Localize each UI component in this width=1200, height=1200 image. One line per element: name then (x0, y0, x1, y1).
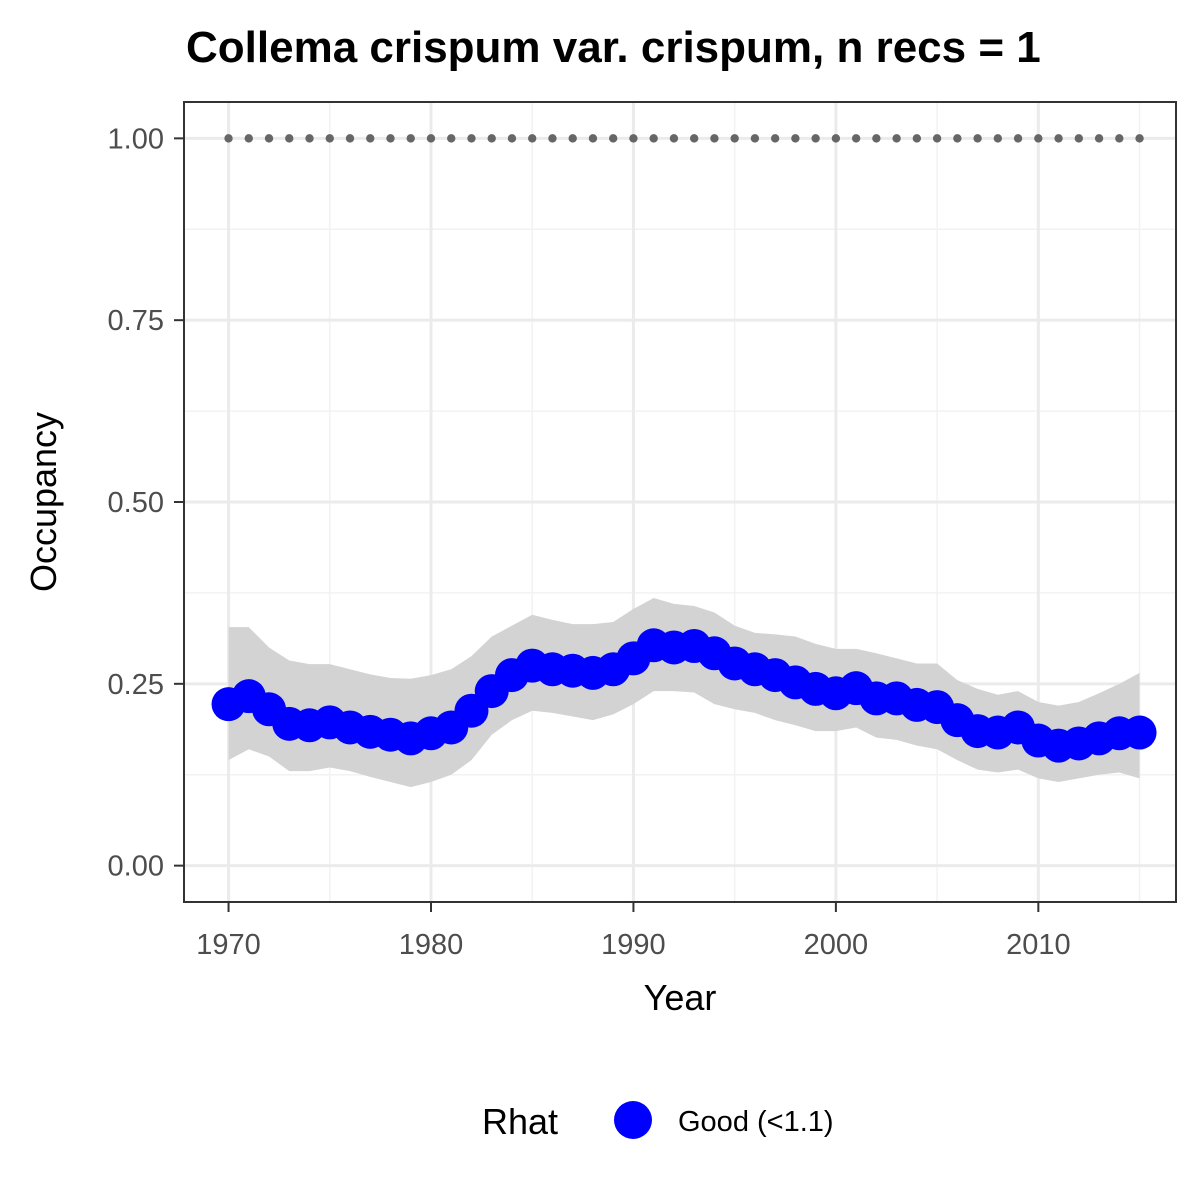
reference-point (1094, 134, 1104, 143)
reference-point (366, 134, 375, 143)
y-tick-label: 1.00 (108, 123, 164, 155)
reference-point (447, 134, 456, 143)
reference-point (426, 134, 436, 143)
legend-title: Rhat (482, 1101, 558, 1142)
reference-point (224, 134, 233, 143)
reference-point (953, 134, 962, 143)
reference-point (892, 134, 901, 143)
reference-point (305, 134, 314, 143)
reference-point (710, 134, 719, 143)
x-tick-label: 1980 (399, 929, 464, 961)
reference-point (872, 134, 881, 143)
reference-point (1034, 134, 1043, 143)
reference-point (770, 134, 780, 143)
reference-point (264, 134, 274, 143)
reference-point (548, 134, 557, 143)
reference-point (1074, 134, 1084, 143)
y-tick-label: 0.75 (108, 305, 164, 337)
x-tick-label: 2010 (1006, 929, 1071, 961)
reference-point (406, 134, 415, 143)
plot-panel: 0.00 0.25 0.50 0.75 1.00 1970 1980 1990 2000 2010 (108, 101, 1177, 961)
reference-point (730, 134, 739, 143)
reference-point (629, 134, 638, 143)
x-tick-label: 1970 (196, 929, 261, 961)
reference-point (649, 134, 658, 143)
reference-point (1054, 134, 1063, 143)
reference-point (932, 134, 942, 143)
reference-point (993, 134, 1003, 143)
reference-point (851, 134, 861, 143)
reference-point (568, 134, 577, 143)
y-tick-label: 0.25 (108, 669, 164, 701)
reference-point (1135, 134, 1144, 143)
reference-point (750, 134, 760, 143)
x-tick-label: 2000 (804, 929, 869, 961)
reference-point (669, 134, 679, 143)
reference-point (285, 134, 294, 143)
reference-point (507, 134, 517, 143)
reference-point (345, 134, 355, 143)
reference-point (528, 134, 537, 143)
x-axis-title: Year (644, 977, 717, 1018)
reference-point (244, 134, 253, 143)
reference-point (608, 134, 618, 143)
y-axis-title: Occupancy (23, 412, 64, 592)
legend-label-good: Good (<1.1) (678, 1106, 834, 1138)
reference-point (467, 134, 476, 143)
y-tick-label: 0.00 (108, 851, 164, 883)
x-tick-label: 1990 (601, 929, 666, 961)
y-tick-label: 0.50 (108, 487, 164, 519)
reference-point (912, 134, 922, 143)
reference-point (973, 134, 982, 143)
legend-key-good (614, 1101, 652, 1139)
chart-title: Collema crispum var. crispum, n recs = 1 (186, 23, 1041, 72)
reference-point (325, 134, 334, 143)
reference-point (1013, 134, 1023, 143)
reference-point (386, 134, 395, 143)
reference-point (1115, 134, 1124, 143)
reference-point (689, 134, 699, 143)
reference-point (588, 134, 598, 143)
data-point (1122, 715, 1157, 750)
legend: Rhat Good (<1.1) (482, 1101, 834, 1142)
reference-point (831, 134, 841, 143)
reference-point (487, 134, 496, 143)
reference-point (811, 134, 820, 143)
reference-point (791, 134, 800, 143)
